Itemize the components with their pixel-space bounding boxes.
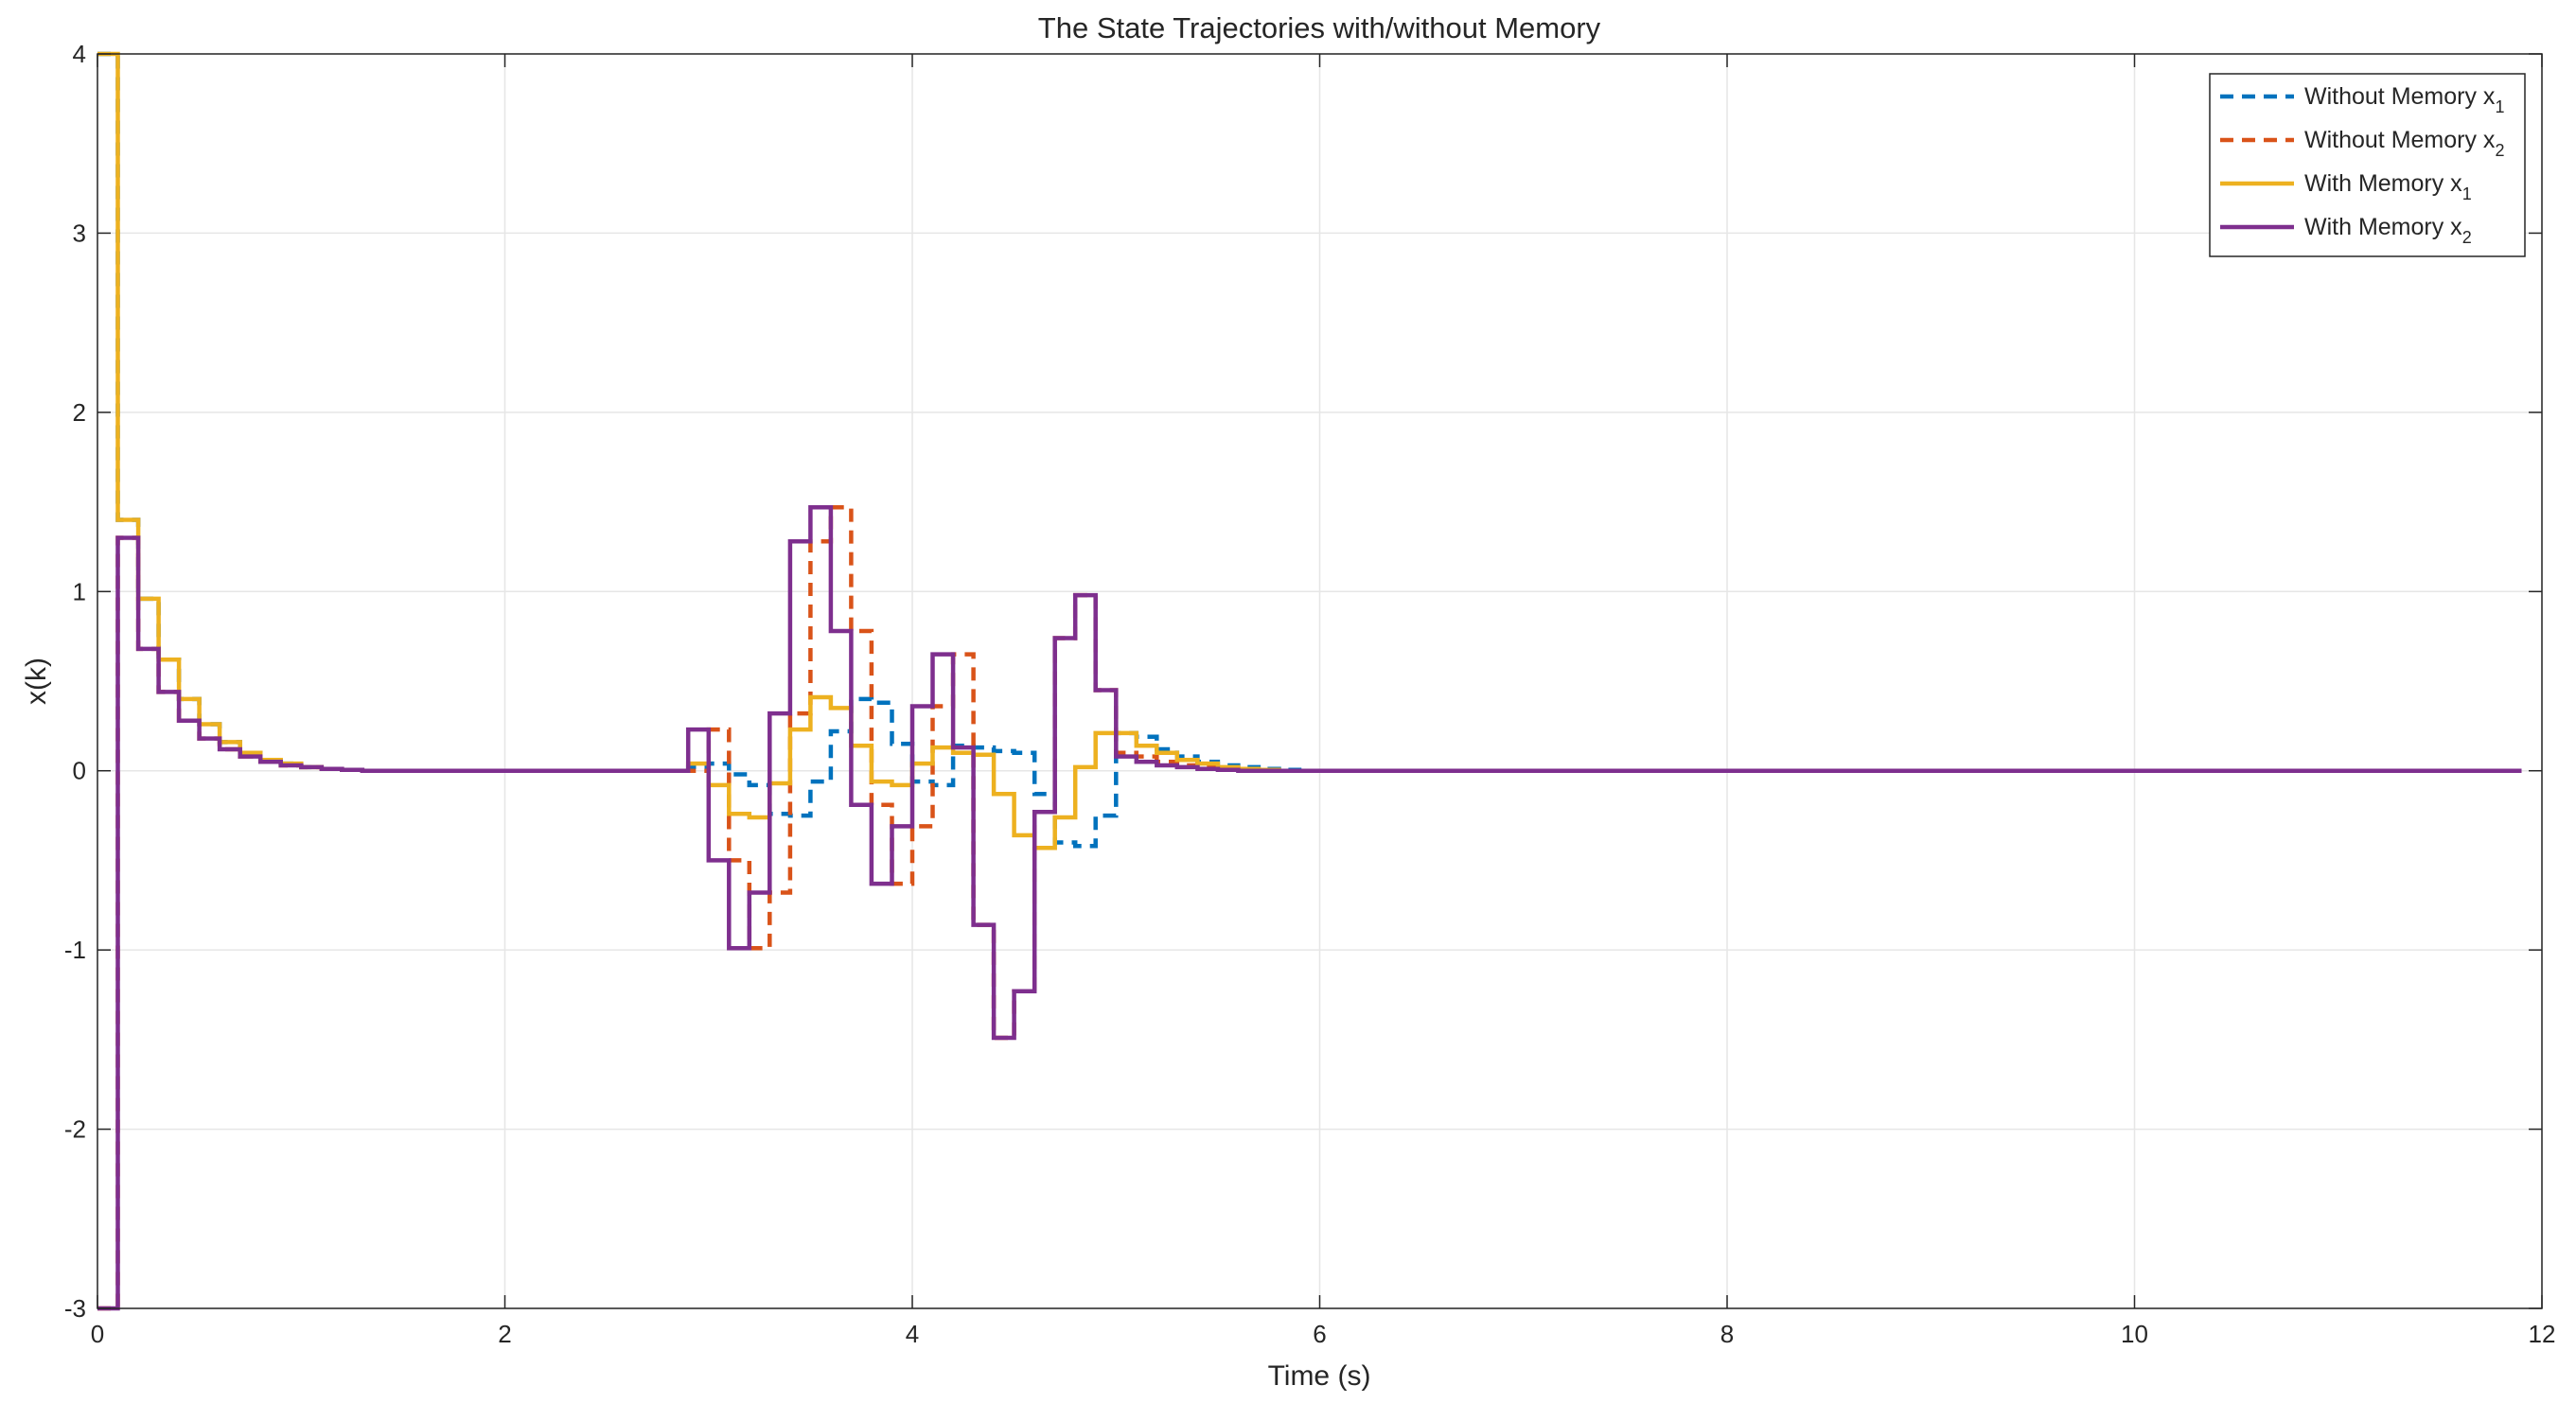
x-tick-label: 12 [2529, 1320, 2556, 1348]
y-tick-label: 4 [73, 40, 86, 68]
x-tick-label: 4 [906, 1320, 919, 1348]
legend-label-subscript: 1 [2495, 97, 2504, 116]
legend-label-main: Without Memory x [2304, 127, 2496, 153]
x-tick-label: 6 [1313, 1320, 1326, 1348]
legend-label-2: Without Memory x2 [2304, 127, 2504, 160]
legend-label-main: Without Memory x [2304, 83, 2496, 110]
y-tick-label: 2 [73, 398, 86, 427]
x-axis-title: Time (s) [1268, 1360, 1371, 1392]
legend-label-subscript: 1 [2462, 184, 2472, 203]
legend-label-main: With Memory x [2304, 214, 2462, 240]
legend-label-4: With Memory x2 [2304, 214, 2472, 247]
y-tick-label: 0 [73, 757, 86, 785]
legend-label-subscript: 2 [2495, 141, 2504, 160]
y-tick-label: -1 [64, 936, 86, 964]
x-tick-label: 2 [498, 1320, 511, 1348]
legend-label-main: With Memory x [2304, 170, 2462, 197]
series-layer [97, 51, 2522, 1311]
x-tick-label: 0 [91, 1320, 104, 1348]
legend-label-1: Without Memory x1 [2304, 83, 2504, 116]
legend-label-3: With Memory x1 [2304, 170, 2472, 203]
y-tick-label: -3 [64, 1294, 86, 1323]
x-tick-label: 10 [2121, 1320, 2148, 1348]
y-tick-label: 1 [73, 577, 86, 605]
y-axis-title: x(k) [21, 658, 52, 705]
y-tick-label: -2 [64, 1115, 86, 1144]
y-tick-label: 3 [73, 219, 86, 247]
legend-label-subscript: 2 [2462, 228, 2472, 247]
x-tick-label: 8 [1720, 1320, 1734, 1348]
chart-title: The State Trajectories with/without Memo… [1038, 11, 1601, 44]
series-line-4 [97, 505, 2522, 1311]
